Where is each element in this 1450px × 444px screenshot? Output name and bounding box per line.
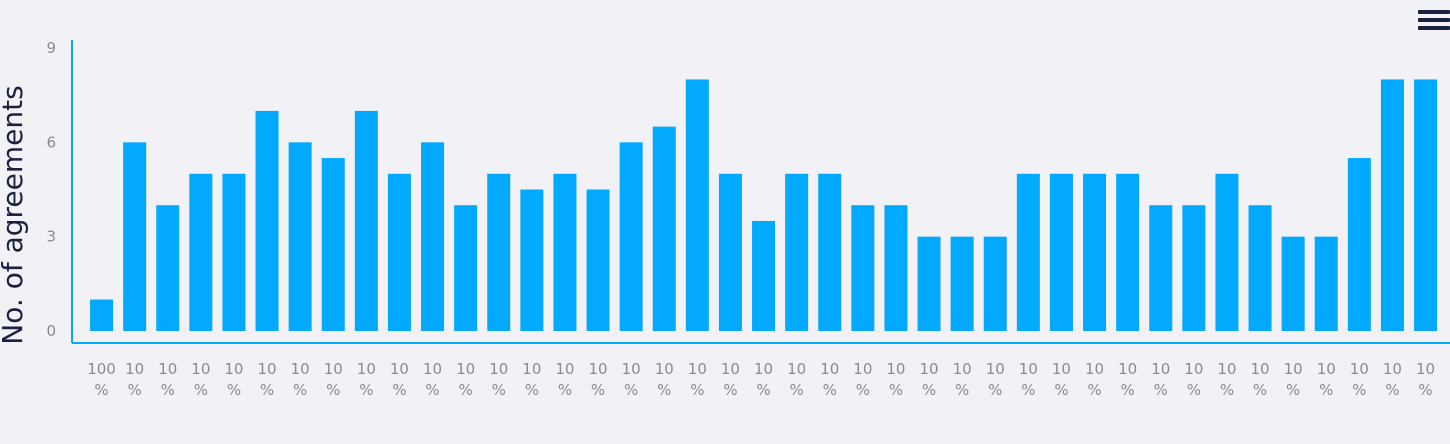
bar[interactable] — [553, 173, 577, 331]
bar[interactable] — [1182, 205, 1206, 331]
x-tick-label: 10% — [1085, 360, 1104, 399]
bar[interactable] — [917, 236, 941, 331]
x-tick-label: 10% — [423, 360, 442, 399]
x-tick-label: 10% — [291, 360, 310, 399]
bar[interactable] — [487, 173, 511, 331]
x-tick-label: 10% — [158, 360, 177, 399]
x-tick-label: 10% — [1184, 360, 1203, 399]
x-tick-label: 100% — [87, 360, 116, 399]
x-tick-label: 10% — [953, 360, 972, 399]
x-tick-label: 10% — [853, 360, 872, 399]
x-tick-label: 10% — [622, 360, 641, 399]
x-tick-label: 10% — [1217, 360, 1236, 399]
x-tick-label: 10% — [522, 360, 541, 399]
menu-line — [1418, 10, 1450, 14]
bar[interactable] — [818, 173, 842, 331]
bar[interactable] — [123, 142, 147, 331]
x-tick-label: 10% — [555, 360, 574, 399]
x-tick-label: 10% — [721, 360, 740, 399]
x-tick-label: 10% — [1383, 360, 1402, 399]
bar[interactable] — [1347, 158, 1371, 331]
bar[interactable] — [288, 142, 312, 331]
bar[interactable] — [1215, 173, 1239, 331]
bar[interactable] — [90, 299, 114, 331]
y-axis-title: No. of agreements — [0, 85, 29, 344]
y-tick-label: 0 — [46, 322, 56, 340]
bar[interactable] — [1116, 173, 1140, 331]
x-tick-label: 10% — [655, 360, 674, 399]
bar[interactable] — [619, 142, 643, 331]
x-tick-label: 10% — [886, 360, 905, 399]
bar[interactable] — [189, 173, 213, 331]
x-tick-label: 10% — [224, 360, 243, 399]
y-tick-label: 6 — [46, 133, 56, 151]
x-tick-label: 10% — [324, 360, 343, 399]
bar[interactable] — [421, 142, 445, 331]
x-tick-label: 10% — [589, 360, 608, 399]
menu-line — [1418, 18, 1450, 22]
x-tick-label: 10% — [1052, 360, 1071, 399]
bar[interactable] — [1016, 173, 1040, 331]
bar[interactable] — [1314, 236, 1338, 331]
menu-line — [1418, 26, 1450, 30]
bar[interactable] — [387, 173, 411, 331]
bar[interactable] — [884, 205, 908, 331]
x-tick-label: 10% — [1284, 360, 1303, 399]
x-tick-label: 10% — [390, 360, 409, 399]
x-tick-label: 10% — [456, 360, 475, 399]
x-tick-label: 10% — [1251, 360, 1270, 399]
bar[interactable] — [454, 205, 478, 331]
bar[interactable] — [1083, 173, 1107, 331]
bar[interactable] — [1149, 205, 1173, 331]
x-tick-label: 10% — [357, 360, 376, 399]
bar[interactable] — [1380, 79, 1404, 331]
y-tick-label: 3 — [46, 228, 56, 246]
y-axis-ticks: 0 3 6 9 — [46, 39, 56, 340]
bar[interactable] — [1049, 173, 1073, 331]
bar[interactable] — [983, 236, 1007, 331]
x-tick-label: 10% — [986, 360, 1005, 399]
bar[interactable] — [520, 189, 544, 332]
x-tick-label: 10% — [489, 360, 508, 399]
bar[interactable] — [222, 173, 246, 331]
x-axis-ticks: 100 % 10 % 10 % 10 % 10 % 10 % 10 % 10 % 10 % 10 % 10 % 10 % 10%… — [87, 360, 1435, 399]
bar[interactable] — [785, 173, 809, 331]
bar[interactable] — [586, 189, 610, 332]
bar[interactable] — [752, 220, 776, 331]
hamburger-menu-icon[interactable] — [1418, 6, 1450, 34]
x-tick-label: 10% — [754, 360, 773, 399]
bar[interactable] — [1414, 79, 1438, 331]
x-tick-label: 10% — [920, 360, 939, 399]
x-tick-label: 10% — [1118, 360, 1137, 399]
bar[interactable] — [950, 236, 974, 331]
bar[interactable] — [718, 173, 742, 331]
x-tick-label: 10% — [125, 360, 144, 399]
x-tick-label: 10% — [1019, 360, 1038, 399]
x-tick-label: 10% — [258, 360, 277, 399]
x-tick-label: 10% — [688, 360, 707, 399]
x-tick-label: 10% — [191, 360, 210, 399]
x-tick-label: 10% — [820, 360, 839, 399]
x-tick-label: 10% — [1350, 360, 1369, 399]
bar[interactable] — [255, 110, 279, 331]
bar[interactable] — [156, 205, 180, 331]
x-tick-label: 10% — [1416, 360, 1435, 399]
x-tick-label: 10% — [1317, 360, 1336, 399]
bar[interactable] — [1248, 205, 1272, 331]
bar[interactable] — [685, 79, 709, 331]
bar[interactable] — [1281, 236, 1305, 331]
bars — [90, 79, 1438, 332]
x-tick-label: 10% — [787, 360, 806, 399]
bar[interactable] — [354, 110, 378, 331]
bar[interactable] — [321, 158, 345, 331]
bar[interactable] — [851, 205, 875, 331]
y-tick-label: 9 — [46, 39, 56, 57]
x-tick-label: 10% — [1151, 360, 1170, 399]
bar[interactable] — [652, 126, 676, 331]
